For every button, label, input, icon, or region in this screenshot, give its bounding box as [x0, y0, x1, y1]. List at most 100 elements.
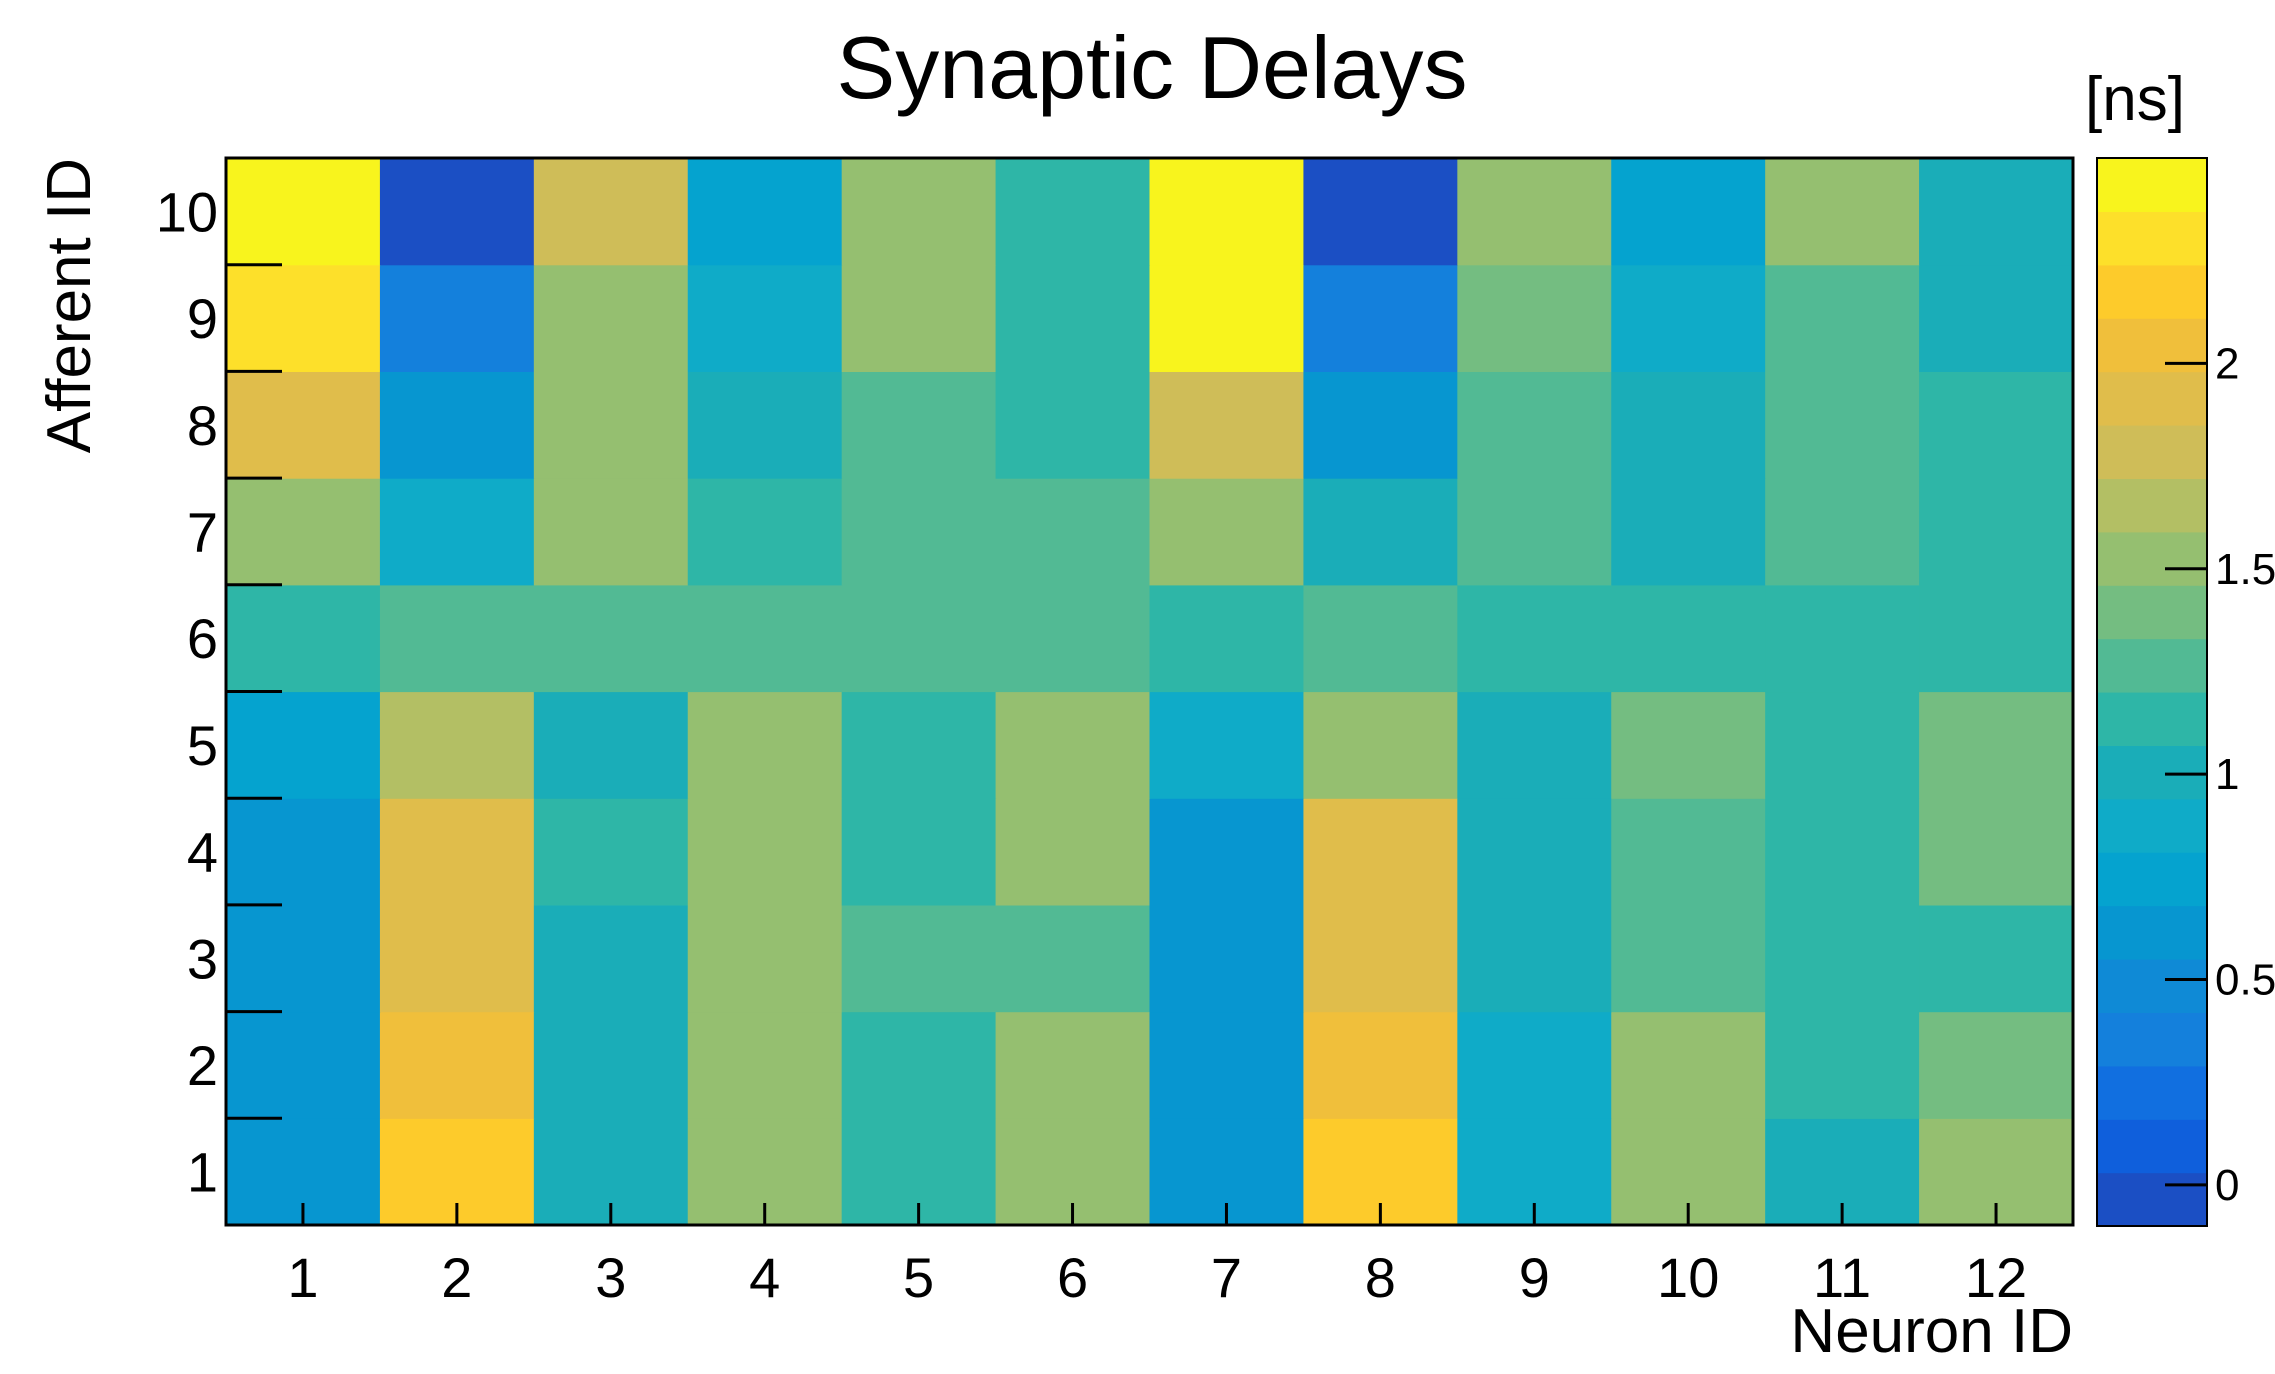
heatmap-cell-n1-a8 — [226, 371, 381, 479]
y-tick-label: 9 — [187, 287, 218, 350]
heatmap-cell-n5-a3 — [841, 904, 997, 1013]
colorbar-swatch — [2097, 211, 2207, 266]
colorbar-swatch — [2097, 531, 2207, 586]
x-axis-title: Neuron ID — [1790, 1297, 2073, 1366]
heatmap-cell-n5-a5 — [841, 691, 997, 799]
heatmap-cell-n6-a9 — [995, 264, 1151, 372]
heatmap-cell-n7-a9 — [1149, 264, 1305, 372]
heatmap-cell-n4-a8 — [687, 371, 843, 479]
heatmap-cell-n7-a6 — [1149, 584, 1305, 693]
heatmap-cells — [226, 158, 2074, 1226]
heatmap-cell-n1-a7 — [226, 478, 381, 586]
heatmap-cell-n8-a6 — [1303, 584, 1458, 693]
heatmap-cell-n7-a3 — [1149, 904, 1305, 1013]
colorbar-tick-label: 1.5 — [2215, 545, 2275, 594]
colorbar-swatch — [2097, 585, 2207, 640]
heatmap-cell-n9-a5 — [1457, 691, 1612, 799]
heatmap-cell-n3-a8 — [533, 371, 689, 479]
heatmap-cell-n4-a7 — [687, 478, 843, 586]
colorbar-swatch — [2097, 1172, 2207, 1227]
x-tick-label: 12 — [1965, 1246, 2027, 1309]
heatmap-cell-n4-a2 — [687, 1011, 843, 1119]
heatmap-cell-n7-a10 — [1149, 158, 1305, 266]
heatmap-cell-n4-a5 — [687, 691, 843, 799]
heatmap-cell-n4-a9 — [687, 264, 843, 372]
heatmap-cell-n4-a3 — [687, 904, 843, 1013]
heatmap-cell-n4-a4 — [687, 798, 843, 906]
heatmap-cell-n9-a2 — [1457, 1011, 1612, 1119]
heatmap-cell-n4-a10 — [687, 158, 843, 266]
heatmap-cell-n3-a2 — [533, 1011, 689, 1119]
heatmap-cell-n9-a4 — [1457, 798, 1612, 906]
heatmap-cell-n3-a4 — [533, 798, 689, 906]
y-tick-label: 4 — [187, 821, 218, 884]
heatmap-cell-n2-a6 — [379, 584, 535, 693]
heatmap-cell-n5-a6 — [841, 584, 997, 693]
heatmap-cell-n12-a5 — [1919, 691, 2074, 799]
y-tick-label: 1 — [187, 1141, 218, 1204]
x-tick-label: 7 — [1211, 1246, 1242, 1309]
colorbar-frame — [2096, 157, 2208, 1227]
heatmap-cell-n11-a2 — [1765, 1011, 1920, 1119]
heatmap-cell-n11-a7 — [1765, 478, 1920, 586]
y-tick-label: 6 — [187, 607, 218, 670]
heatmap-cell-n12-a3 — [1919, 904, 2074, 1013]
heatmap-cell-n10-a5 — [1611, 691, 1766, 799]
heatmap-cell-n2-a5 — [379, 691, 535, 799]
colorbar-tick-label: 0.5 — [2215, 956, 2275, 1005]
heatmap-cell-n8-a4 — [1303, 798, 1458, 906]
heatmap-cell-n6-a8 — [995, 371, 1151, 479]
heatmap-cell-n10-a6 — [1611, 584, 1766, 693]
colorbar-tick-label: 0 — [2215, 1161, 2239, 1210]
heatmap-cell-n6-a5 — [995, 691, 1151, 799]
colorbar-swatch — [2097, 852, 2207, 907]
heatmap-cell-n9-a10 — [1457, 158, 1612, 266]
heatmap-cell-n3-a3 — [533, 904, 689, 1013]
x-tick-label: 8 — [1365, 1246, 1396, 1309]
heatmap-cell-n11-a8 — [1765, 371, 1920, 479]
heatmap-cell-n11-a9 — [1765, 264, 1920, 372]
heatmap-cell-n1-a4 — [226, 798, 381, 906]
x-tick-label: 3 — [595, 1246, 626, 1309]
x-tick-label: 4 — [749, 1246, 780, 1309]
colorbar-swatch — [2097, 264, 2207, 319]
heatmap-cell-n12-a10 — [1919, 158, 2074, 266]
x-tick-label: 11 — [1813, 1246, 1871, 1309]
x-tick-label: 1 — [287, 1246, 318, 1309]
colorbar: 0 0.5 1 1.5 2 — [2096, 157, 2275, 1227]
heatmap-cell-n12-a6 — [1919, 584, 2074, 693]
heatmap-cell-n3-a5 — [533, 691, 689, 799]
heatmap-cell-n9-a3 — [1457, 904, 1612, 1013]
heatmap-cell-n2-a2 — [379, 1011, 535, 1119]
heatmap-cell-n2-a9 — [379, 264, 535, 372]
heatmap-cell-n7-a4 — [1149, 798, 1305, 906]
heatmap-cell-n9-a7 — [1457, 478, 1612, 586]
colorbar-swatch — [2097, 1065, 2207, 1120]
heatmap-cell-n1-a10 — [226, 158, 381, 266]
heatmap-cell-n2-a3 — [379, 904, 535, 1013]
y-tick-label: 5 — [187, 714, 218, 777]
colorbar-swatch — [2097, 905, 2207, 960]
heatmap-cell-n8-a8 — [1303, 371, 1458, 479]
y-tick-label: 2 — [187, 1034, 218, 1097]
heatmap-cell-n6-a3 — [995, 904, 1151, 1013]
colorbar-label: [ns] — [2085, 65, 2185, 134]
heatmap-cell-n7-a7 — [1149, 478, 1305, 586]
heatmap-cell-n2-a4 — [379, 798, 535, 906]
colorbar-swatch — [2097, 158, 2207, 212]
heatmap-cell-n11-a5 — [1765, 691, 1920, 799]
heatmap-cell-n3-a10 — [533, 158, 689, 266]
plot-frame — [224, 156, 2075, 1227]
heatmap-cell-n9-a6 — [1457, 584, 1612, 693]
heatmap-cell-n1-a2 — [226, 1011, 381, 1119]
colorbar-swatch — [2097, 798, 2207, 853]
heatmap-cell-n7-a8 — [1149, 371, 1305, 479]
heatmap-cell-n12-a4 — [1919, 798, 2074, 906]
heatmap-cell-n11-a10 — [1765, 158, 1920, 266]
heatmap-cell-n8-a2 — [1303, 1011, 1458, 1119]
y-tick-label: 8 — [187, 394, 218, 457]
y-tick-label: 7 — [187, 500, 218, 563]
colorbar-swatch — [2097, 425, 2207, 479]
heatmap-cell-n1-a3 — [226, 904, 381, 1013]
